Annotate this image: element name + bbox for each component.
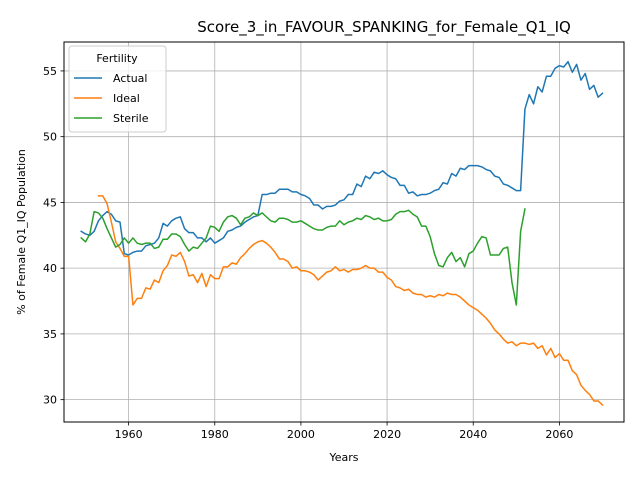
axis-ticks: 1960 1980 2000 2020 2040 2060 30 35 40 45 50 55 <box>43 65 573 441</box>
y-tick-label: 50 <box>43 131 57 144</box>
series-line-actual <box>80 60 604 256</box>
series-lines <box>80 60 604 406</box>
series-line-sterile <box>80 208 526 306</box>
legend-label-sterile: Sterile <box>113 112 149 125</box>
x-tick-label: 2020 <box>373 428 401 441</box>
x-tick-label: 2000 <box>287 428 315 441</box>
legend-entries: Actual Ideal Sterile <box>74 72 149 125</box>
legend: Fertility Actual Ideal Sterile <box>68 45 167 133</box>
legend-label-ideal: Ideal <box>113 92 140 105</box>
x-tick-label: 1980 <box>201 428 229 441</box>
chart-title: Score_3_in_FAVOUR_SPANKING_for_Female_Q1… <box>197 18 571 37</box>
series-line-ideal <box>97 195 604 406</box>
y-tick-label: 55 <box>43 65 57 78</box>
y-tick-label: 35 <box>43 328 57 341</box>
y-tick-label: 40 <box>43 262 57 275</box>
x-axis-label: Years <box>328 451 358 464</box>
y-tick-label: 30 <box>43 394 57 407</box>
plot-frame <box>63 41 625 423</box>
legend-label-actual: Actual <box>113 72 147 85</box>
y-axis-label: % of Female Q1_IQ Population <box>15 149 28 315</box>
y-tick-label: 45 <box>43 196 57 209</box>
x-tick-label: 2040 <box>459 428 487 441</box>
x-tick-label: 1960 <box>115 428 143 441</box>
x-tick-label: 2060 <box>545 428 573 441</box>
legend-title: Fertility <box>96 52 138 65</box>
legend-frame <box>68 45 167 133</box>
